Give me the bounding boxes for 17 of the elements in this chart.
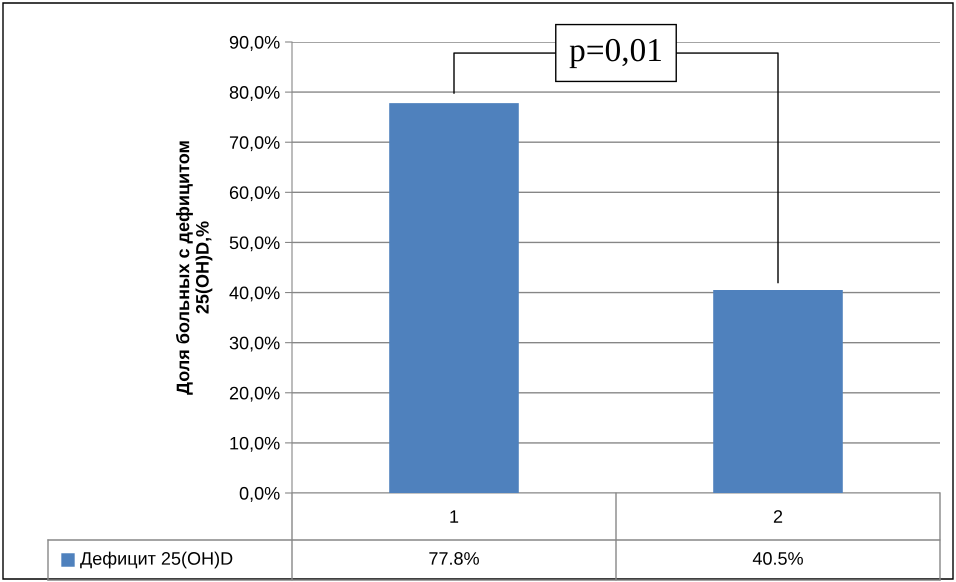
y-tick-label: 50,0%	[230, 236, 280, 252]
y-tick-label: 90,0%	[230, 36, 280, 51]
y-tick-label: 10,0%	[230, 436, 280, 452]
x-tick-label: 1	[450, 510, 458, 523]
y-tick-label: 40,0%	[229, 286, 280, 302]
y-axis-title: Доля больных с дефицитом 25(OH)D,%	[176, 141, 212, 395]
annotation: p=0,01	[570, 38, 661, 68]
data-label: 77.8%	[429, 552, 479, 565]
y-tick-label: 70,0%	[230, 136, 280, 152]
y-tick-label: 80,0%	[230, 86, 280, 101]
y-tick-label: 60,0%	[230, 186, 280, 202]
y-tick-label: 20,0%	[230, 386, 280, 402]
legend-label: Дефицит 25(OH)D	[80, 552, 232, 568]
x-tick-label: 2	[774, 510, 782, 523]
y-tick-label: 30,0%	[230, 336, 280, 352]
y-tick-label: 0,0%	[240, 486, 280, 502]
data-label: 40.5%	[752, 552, 803, 565]
